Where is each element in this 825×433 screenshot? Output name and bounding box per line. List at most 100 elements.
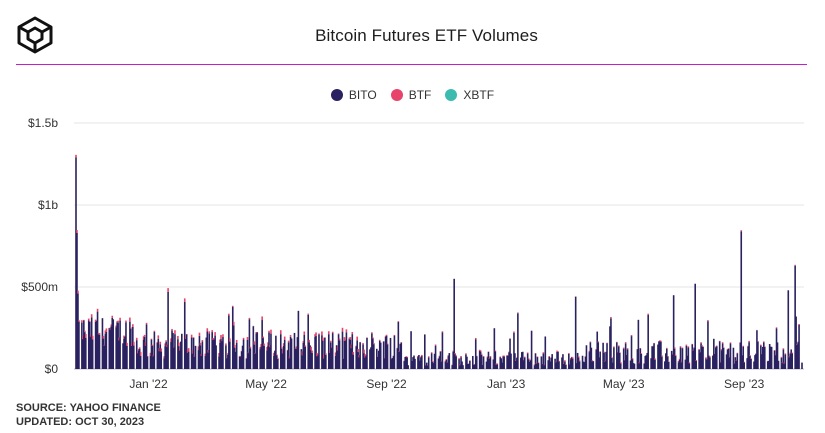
btf-bar — [137, 348, 140, 351]
btf-bar — [417, 355, 419, 358]
btf-bar — [329, 340, 332, 343]
bito-bar — [125, 322, 127, 369]
bito-bar — [261, 320, 263, 369]
bito-bar — [160, 351, 163, 369]
legend-item-bito[interactable]: BITO — [330, 88, 377, 102]
bito-bar — [373, 344, 375, 369]
btf-bar — [548, 356, 551, 357]
btf-bar — [424, 364, 427, 366]
bito-bar — [543, 365, 546, 369]
bito-bar — [111, 317, 114, 369]
btf-bar — [259, 347, 261, 350]
btf-bar — [447, 355, 450, 357]
legend-label-btf: BTF — [408, 88, 432, 102]
bito-bar — [515, 360, 517, 369]
btf-bar — [459, 364, 461, 366]
bito-bar — [616, 342, 618, 369]
btf-bar — [679, 346, 682, 348]
bito-bar — [281, 353, 284, 369]
bito-bar — [766, 361, 769, 369]
btf-bar — [623, 359, 626, 361]
bito-bar — [533, 365, 536, 369]
btf-bar — [506, 355, 508, 356]
bito-bar — [718, 341, 721, 369]
btf-bar — [626, 348, 629, 350]
btf-bar — [536, 356, 539, 358]
btf-bar — [788, 356, 791, 358]
bito-bar — [571, 358, 574, 369]
btf-bar — [268, 330, 270, 333]
bito-bar — [336, 350, 339, 369]
btf-bar — [460, 355, 462, 358]
bito-bar — [451, 365, 454, 369]
legend-item-xbtf[interactable]: XBTF — [445, 88, 494, 102]
chart-footer: SOURCE: YAHOO FINANCE UPDATED: OCT 30, 2… — [16, 401, 161, 429]
bito-bar — [603, 352, 605, 369]
btf-bar — [591, 360, 594, 362]
bito-bar — [570, 357, 573, 369]
bito-bar — [644, 355, 647, 369]
btf-bar — [665, 347, 668, 349]
bito-bar — [460, 357, 462, 369]
bito-bar — [439, 351, 442, 369]
bito-bar — [529, 360, 532, 369]
btf-bar — [167, 288, 169, 292]
btf-bar — [397, 321, 400, 322]
btf-bar — [543, 364, 546, 366]
btf-bar — [557, 351, 559, 352]
bito-bar — [526, 353, 529, 369]
btf-bar — [118, 337, 120, 341]
bito-bar — [729, 343, 732, 369]
bito-bar — [208, 333, 211, 369]
btf-bar — [492, 359, 495, 360]
btf-bar — [691, 343, 694, 345]
btf-bar — [420, 356, 422, 358]
bito-bar — [397, 321, 400, 369]
bito-bar — [568, 364, 571, 369]
bito-bar — [647, 314, 649, 369]
btf-bar — [775, 327, 778, 329]
btf-bar — [323, 354, 325, 359]
btf-bar — [502, 355, 504, 357]
bito-bar — [273, 355, 275, 369]
btf-bar — [116, 321, 118, 323]
bito-bar — [97, 334, 100, 369]
bito-bar — [556, 351, 558, 369]
bito-bar — [370, 347, 372, 369]
btf-bar — [386, 343, 389, 345]
bito-bar — [763, 346, 766, 369]
bito-bar — [157, 338, 160, 369]
btf-bar — [611, 357, 613, 358]
btf-bar — [103, 344, 106, 346]
bito-bar — [267, 345, 269, 369]
btf-bar — [695, 360, 697, 362]
btf-bar — [427, 356, 430, 358]
btf-bar — [96, 308, 99, 312]
bito-bar — [327, 334, 330, 369]
bito-bar — [791, 353, 794, 369]
btf-bar — [438, 355, 441, 357]
btf-bar — [183, 298, 186, 302]
bito-bar — [328, 352, 331, 369]
bito-bar — [760, 345, 762, 369]
bito-bar — [260, 346, 262, 369]
bito-bar — [632, 363, 635, 369]
bito-bar — [667, 361, 670, 369]
bito-bar — [578, 361, 581, 369]
btf-bar — [88, 321, 91, 322]
btf-bar — [571, 357, 574, 359]
bito-bar — [129, 321, 131, 369]
bito-bar — [329, 342, 332, 369]
legend-item-btf[interactable]: BTF — [390, 88, 432, 102]
bito-bar — [215, 345, 217, 369]
btf-bar — [314, 334, 316, 337]
bito-bar — [90, 317, 93, 369]
btf-bar — [151, 344, 154, 347]
bito-bar — [562, 354, 564, 369]
btf-bar — [376, 355, 379, 357]
bito-bar — [78, 321, 80, 369]
btf-bar — [479, 350, 482, 352]
bito-bar — [341, 331, 344, 369]
btf-bar — [192, 337, 195, 338]
